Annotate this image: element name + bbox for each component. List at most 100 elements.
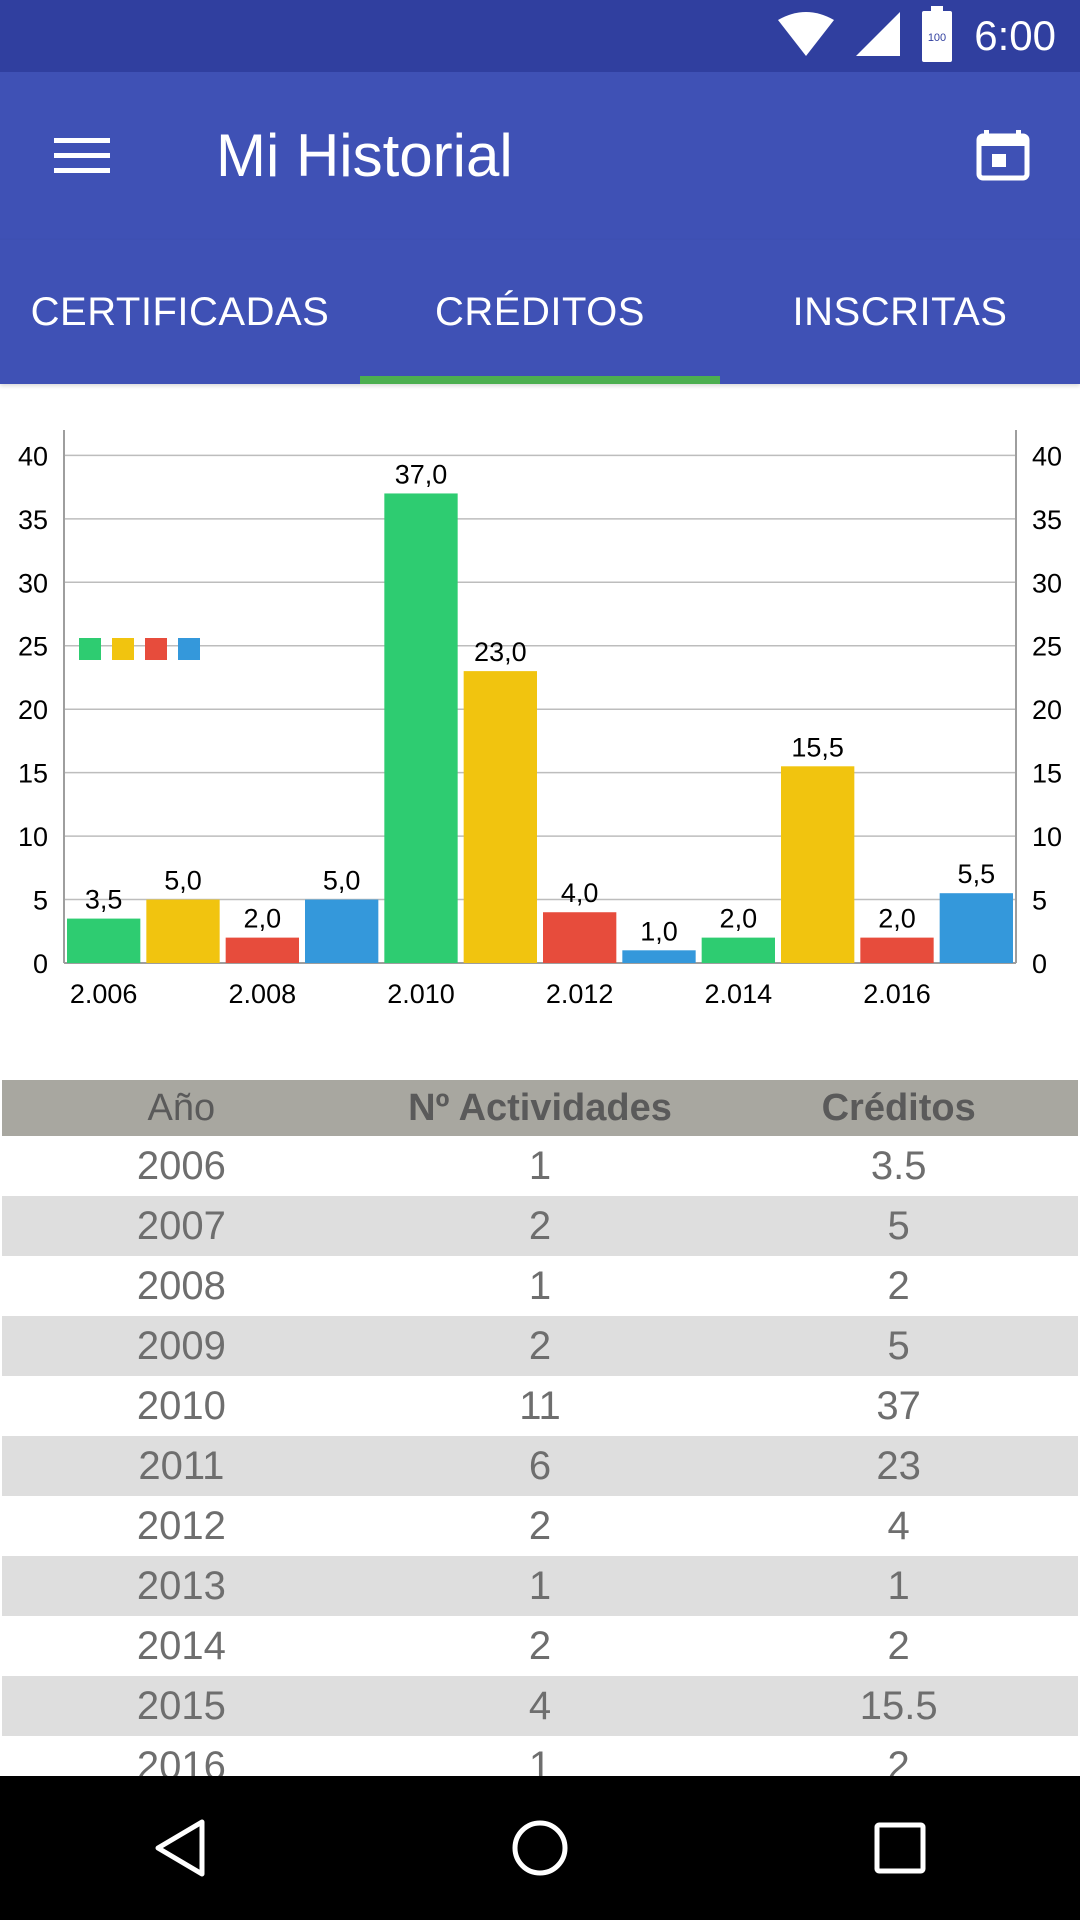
table-row: 2013 1 1	[2, 1556, 1078, 1616]
cell-activities: 11	[519, 1383, 561, 1428]
bar-value-label: 2,0	[244, 904, 282, 934]
cell-activities: 6	[528, 1443, 552, 1488]
history-table: Año Nº Actividades Créditos 2006 1 3.5 2007…	[2, 1080, 1078, 1796]
tab-bar: CERTIFICADAS CRÉDITOS INSCRITAS	[0, 240, 1080, 384]
bar	[939, 893, 1013, 963]
y-tick-label-left: 30	[18, 568, 48, 598]
cell-activities: 2	[528, 1323, 552, 1368]
x-tick-label: 2.006	[70, 979, 138, 1009]
cell-activities: 4	[528, 1683, 552, 1728]
tab-certificadas[interactable]: CERTIFICADAS	[0, 240, 360, 384]
y-tick-label-right: 0	[1032, 949, 1047, 979]
cell-credits: 37	[876, 1383, 921, 1428]
cell-credits: 3.5	[870, 1143, 927, 1188]
cell-activities: 2	[528, 1503, 552, 1548]
wifi-icon	[778, 11, 835, 61]
calendar-icon	[976, 130, 1030, 181]
tab-creditos[interactable]: CRÉDITOS	[360, 240, 720, 384]
legend-swatch	[178, 638, 200, 660]
legend-swatch	[145, 638, 167, 660]
bar	[384, 493, 458, 963]
recents-icon	[874, 1822, 926, 1874]
recents-button[interactable]	[850, 1798, 950, 1898]
x-tick-label: 2.012	[546, 979, 614, 1009]
cell-year: 2015	[136, 1683, 226, 1728]
cell-activities: 1	[528, 1143, 552, 1188]
navigation-bar	[0, 1776, 1080, 1920]
tab-label: CERTIFICADAS	[30, 289, 330, 334]
table-row: 2010 11 37	[2, 1376, 1078, 1436]
y-tick-label-right: 10	[1032, 822, 1062, 852]
table-body: 2006 1 3.5 2007 2 5 2008 1 2 2009 2 5 2010 11 37 2011 6 2…	[2, 1136, 1078, 1796]
header-year: Año	[147, 1086, 216, 1129]
bar	[225, 937, 299, 963]
cell-credits: 5	[887, 1323, 910, 1368]
header-activities: Nº Actividades	[408, 1086, 672, 1129]
bar-value-label: 5,0	[323, 866, 361, 896]
cell-credits: 2	[887, 1623, 910, 1668]
bar	[781, 766, 855, 963]
cell-activities: 1	[528, 1563, 552, 1608]
tab-indicator	[360, 376, 720, 384]
y-tick-label-left: 0	[33, 949, 48, 979]
home-button[interactable]	[490, 1798, 590, 1898]
x-tick-label: 2.008	[229, 979, 297, 1009]
bar	[67, 918, 141, 963]
table-row: 2014 2 2	[2, 1616, 1078, 1676]
cell-year: 2013	[136, 1563, 226, 1608]
back-button[interactable]	[130, 1798, 230, 1898]
tab-label: INSCRITAS	[792, 289, 1008, 334]
bar	[543, 912, 617, 963]
table-row: 2008 1 2	[2, 1256, 1078, 1316]
status-time: 6:00	[974, 12, 1056, 59]
y-tick-label-left: 5	[33, 886, 48, 916]
cell-year: 2014	[136, 1623, 226, 1668]
bar-value-label: 23,0	[474, 637, 527, 667]
bar	[701, 937, 775, 963]
status-icons: 100 6:00	[778, 0, 1056, 72]
bar-value-label: 37,0	[395, 459, 448, 489]
y-tick-label-left: 15	[18, 759, 48, 789]
y-tick-label-right: 15	[1032, 759, 1062, 789]
cell-activities: 1	[528, 1263, 552, 1308]
table-row: 2007 2 5	[2, 1196, 1078, 1256]
bar-value-label: 15,5	[791, 732, 844, 762]
cell-year: 2012	[136, 1503, 226, 1548]
hamburger-menu-icon	[54, 138, 110, 173]
x-tick-label: 2.010	[387, 979, 455, 1009]
bar-value-label: 3,5	[85, 885, 123, 915]
bar	[622, 950, 696, 963]
legend-swatch	[79, 638, 101, 660]
credits-chart: 0 0 5 5 10 10 15 15 20 20 25 25 30 30 35 35 40 40 3,5 5,0 2,…	[0, 400, 1080, 1060]
bar-value-label: 4,0	[561, 878, 599, 908]
status-bar: 100 6:00	[0, 0, 1080, 72]
table-row: 2012 2 4	[2, 1496, 1078, 1556]
y-tick-label-left: 10	[18, 822, 48, 852]
calendar-button[interactable]	[968, 120, 1040, 192]
battery-level: 100	[928, 32, 946, 44]
bar	[860, 937, 934, 963]
cell-year: 2011	[138, 1443, 225, 1488]
bar-chart-svg: 0 0 5 5 10 10 15 15 20 20 25 25 30 30 35 35 40 40 3,5 5,0 2,…	[18, 430, 1062, 1009]
tab-inscritas[interactable]: INSCRITAS	[720, 240, 1080, 384]
bar	[305, 899, 379, 963]
table-row: 2011 6 23	[2, 1436, 1078, 1496]
table-row: 2006 1 3.5	[2, 1136, 1078, 1196]
table-row: 2015 4 15.5	[2, 1676, 1078, 1736]
header-credits: Créditos	[821, 1086, 976, 1129]
cell-year: 2010	[136, 1383, 226, 1428]
legend-swatch	[112, 638, 134, 660]
cell-credits: 5	[887, 1203, 910, 1248]
battery-icon: 100	[922, 5, 953, 67]
y-tick-label-left: 40	[18, 441, 48, 471]
bar	[463, 671, 537, 963]
cell-year: 2008	[136, 1263, 226, 1308]
bar-value-label: 5,5	[958, 859, 996, 889]
menu-button[interactable]	[40, 112, 128, 200]
cell-credits: 1	[887, 1563, 910, 1608]
bar	[146, 899, 220, 963]
page-title: Mi Historial	[216, 122, 513, 189]
bar-value-label: 1,0	[640, 916, 678, 946]
y-tick-label-right: 40	[1032, 441, 1062, 471]
signal-icon	[856, 11, 901, 61]
